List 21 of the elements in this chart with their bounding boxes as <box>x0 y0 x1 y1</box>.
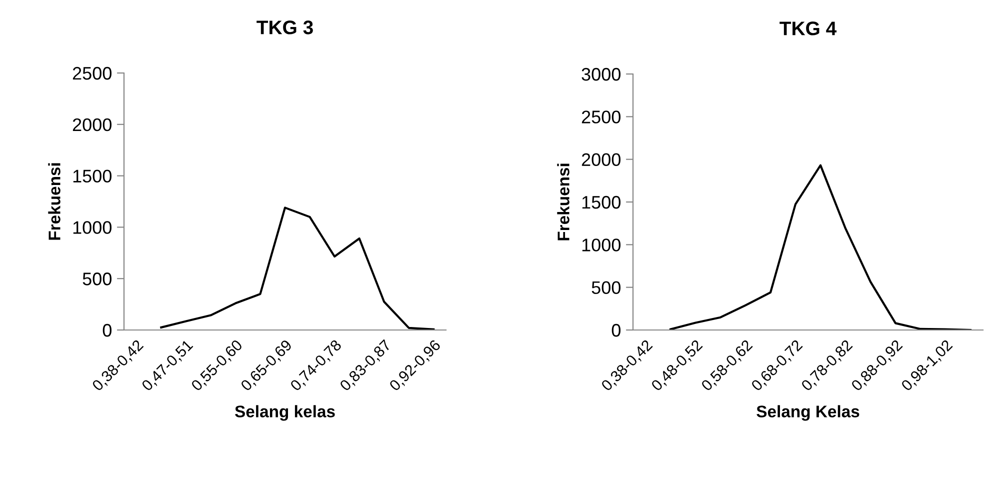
chart-title: TKG 4 <box>780 22 837 36</box>
y-tick-label: 1000 <box>73 221 112 234</box>
x-axis-title: Selang Kelas <box>756 405 860 421</box>
y-tick-label: 3000 <box>582 68 620 81</box>
y-tick-label: 1500 <box>582 196 620 209</box>
y-tick-label: 2500 <box>72 66 112 80</box>
line-series <box>160 206 435 330</box>
y-tick-label: 2000 <box>582 153 620 166</box>
y-axis-title: Frekuensi <box>48 163 60 240</box>
x-axis-title: Selang kelas <box>234 405 335 421</box>
y-tick-label: 500 <box>592 281 620 294</box>
y-tick-label: 1500 <box>73 170 112 183</box>
y-tick-label: 1000 <box>582 238 620 252</box>
y-tick-label: 2000 <box>72 118 112 132</box>
y-tick-label: 0 <box>102 324 112 337</box>
y-tick-label: 500 <box>82 272 112 286</box>
chart-title: TKG 3 <box>256 20 313 34</box>
line-series <box>669 164 972 330</box>
y-tick-label: 2500 <box>582 110 620 124</box>
y-tick-label: 0 <box>612 324 620 337</box>
y-axis-title: Frekuensi <box>557 164 570 240</box>
